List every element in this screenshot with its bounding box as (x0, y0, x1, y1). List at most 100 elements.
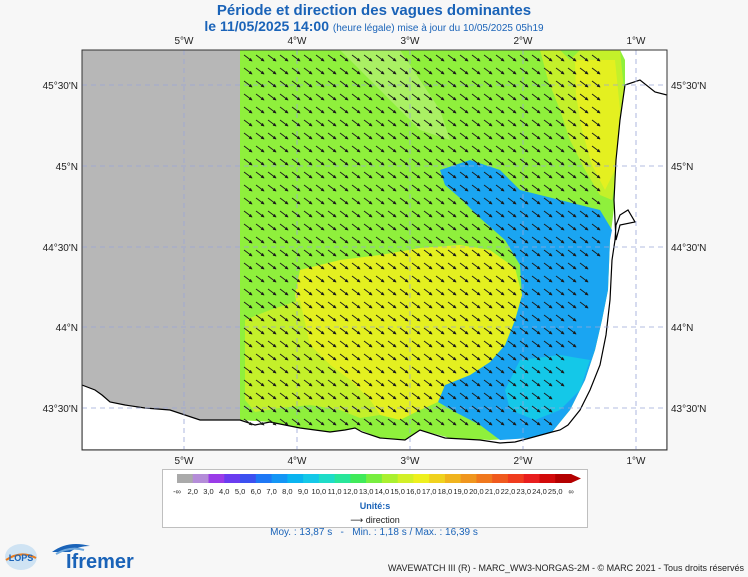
direction-arrow (243, 379, 253, 387)
direction-arrow (411, 93, 421, 101)
direction-arrow (507, 340, 517, 348)
direction-arrow (267, 67, 277, 75)
direction-arrow (579, 119, 589, 127)
direction-arrow (375, 93, 385, 101)
direction-arrow (387, 392, 397, 400)
direction-arrow (411, 158, 421, 166)
direction-arrow (315, 405, 325, 413)
direction-arrow (459, 314, 469, 322)
direction-arrow (243, 145, 253, 153)
direction-arrow (399, 158, 409, 166)
direction-arrow (279, 184, 289, 192)
direction-arrow (411, 119, 421, 127)
direction-arrow (327, 197, 337, 205)
direction-arrow (327, 67, 337, 75)
direction-arrow (351, 314, 361, 322)
direction-arrow (495, 210, 505, 218)
direction-arrow (411, 392, 421, 400)
direction-arrow (399, 340, 409, 348)
direction-arrow (399, 223, 409, 231)
direction-arrow (363, 340, 373, 348)
direction-arrow (339, 288, 349, 296)
direction-arrow (387, 301, 397, 309)
colour-bar-segment (507, 474, 525, 483)
direction-arrow (387, 275, 397, 283)
direction-arrow (399, 314, 409, 322)
colour-bar-tick-label: 9,0 (298, 487, 308, 496)
direction-arrow (543, 210, 553, 218)
direction-arrow (555, 340, 565, 348)
direction-arrow (543, 184, 553, 192)
direction-arrow (447, 418, 457, 426)
colour-bar-tick-label: 7,0 (266, 487, 276, 496)
colour-bar-segment (208, 474, 225, 483)
direction-arrow (255, 197, 265, 205)
direction-arrow (267, 405, 277, 413)
direction-arrow (327, 236, 337, 244)
colour-bar-tick-label: 25,0 (548, 487, 563, 496)
colour-bar-segment (555, 474, 572, 483)
direction-arrow (579, 249, 589, 257)
direction-arrow (423, 340, 433, 348)
direction-arrow (303, 275, 313, 283)
direction-arrow (495, 288, 505, 296)
direction-arrow (399, 210, 409, 218)
direction-arrow (315, 93, 325, 101)
colour-bar-segment (523, 474, 540, 483)
direction-arrow (363, 262, 373, 270)
direction-arrow (267, 210, 277, 218)
direction-arrow (267, 223, 277, 231)
direction-arrow (255, 262, 265, 270)
direction-arrow (375, 67, 385, 75)
direction-arrow (267, 145, 277, 153)
direction-arrow (447, 236, 457, 244)
direction-arrow (435, 210, 445, 218)
map-title: Période et direction des vagues dominant… (216, 2, 532, 19)
direction-arrow (591, 184, 601, 192)
direction-arrow (423, 288, 433, 296)
direction-arrow (303, 93, 313, 101)
direction-arrow (399, 327, 409, 335)
lops-logo: LOPS (4, 542, 38, 572)
direction-arrow (495, 80, 505, 88)
direction-arrow (387, 223, 397, 231)
direction-arrow (591, 236, 601, 244)
direction-arrow (579, 80, 589, 88)
direction-arrow (387, 80, 397, 88)
direction-arrow (519, 210, 529, 218)
direction-arrow (483, 366, 493, 374)
direction-arrow (507, 210, 517, 218)
direction-arrow (507, 301, 517, 309)
direction-arrow (291, 184, 301, 192)
direction-arrow (387, 288, 397, 296)
colour-bar-segment (255, 474, 273, 483)
direction-arrow (327, 275, 337, 283)
colour-bar-tick-label: 16,0 (406, 487, 421, 496)
direction-arrow (519, 275, 529, 283)
lat-label-left-4430: 44°30'N (43, 243, 78, 254)
direction-arrow (483, 275, 493, 283)
direction-arrow (375, 132, 385, 140)
direction-arrow (423, 418, 433, 426)
direction-arrow (531, 405, 541, 413)
direction-arrow (471, 275, 481, 283)
direction-arrow (327, 106, 337, 114)
direction-arrow (459, 392, 469, 400)
stats-mean: Moy. : 13,87 s (270, 527, 333, 538)
direction-arrow (399, 145, 409, 153)
direction-arrow (531, 80, 541, 88)
direction-arrow (351, 275, 361, 283)
direction-arrow (351, 145, 361, 153)
direction-arrow (399, 288, 409, 296)
direction-arrow (447, 184, 457, 192)
colour-bar-segment (287, 474, 304, 483)
direction-arrow (555, 327, 565, 335)
direction-arrow (471, 249, 481, 257)
direction-arrow (507, 275, 517, 283)
direction-arrow (483, 223, 493, 231)
direction-arrow (555, 262, 565, 270)
direction-arrow (315, 392, 325, 400)
direction-arrow (339, 366, 349, 374)
direction-arrow (459, 67, 469, 75)
direction-arrow (567, 132, 577, 140)
